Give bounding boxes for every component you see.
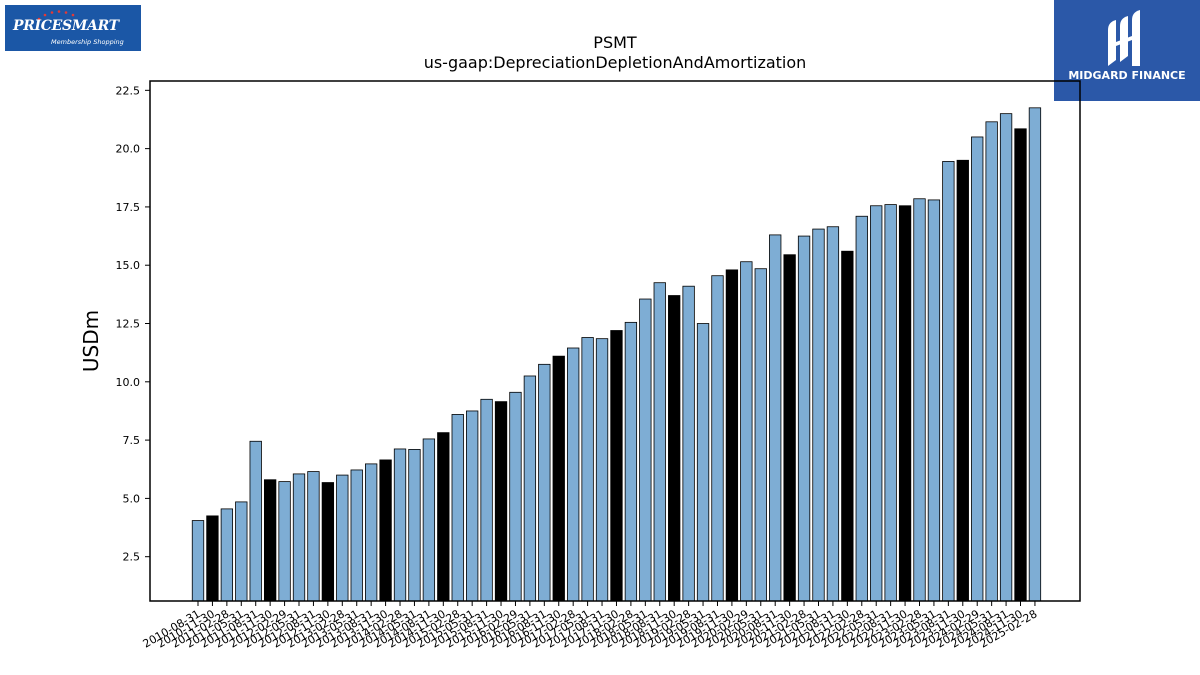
y-tick-label: 10.0 — [116, 376, 141, 389]
bar — [336, 474, 349, 602]
bar — [365, 463, 378, 602]
bar — [841, 250, 854, 602]
bar — [754, 268, 767, 602]
bar — [1028, 107, 1042, 602]
bar — [350, 469, 363, 602]
midgard-mark-icon — [1108, 10, 1140, 66]
bar — [711, 275, 724, 602]
bar — [567, 347, 580, 602]
bar — [797, 235, 811, 602]
bar — [307, 471, 320, 602]
bar — [263, 479, 277, 602]
y-tick-label: 5.0 — [123, 492, 141, 505]
bar — [913, 198, 926, 602]
bar — [437, 432, 450, 602]
bar — [682, 285, 695, 602]
chart-title: PSMT — [593, 33, 637, 52]
bar — [725, 269, 739, 602]
bar — [696, 323, 710, 602]
logo-tagline: Membership Shopping — [51, 38, 124, 46]
bar — [538, 363, 551, 602]
bar — [220, 508, 234, 602]
bar — [942, 161, 955, 602]
midgard-finance-logo: MIDGARD FINANCE — [1054, 0, 1200, 101]
bar — [581, 337, 594, 602]
bar — [393, 448, 407, 602]
bar — [870, 205, 883, 602]
y-tick-label: 15.0 — [116, 259, 141, 272]
bar — [999, 113, 1013, 602]
bar — [610, 330, 623, 602]
bar — [826, 226, 840, 602]
bar — [466, 410, 479, 602]
bar — [191, 520, 205, 602]
bar — [769, 234, 782, 602]
bar — [494, 401, 508, 602]
y-tick-label: 20.0 — [116, 143, 141, 156]
bar — [523, 375, 537, 602]
y-tick-label: 12.5 — [116, 318, 141, 331]
plot-frame — [149, 80, 1081, 602]
bar — [740, 261, 753, 602]
bar — [552, 355, 565, 602]
publisher-name: MIDGARD FINANCE — [1068, 69, 1186, 82]
bar — [639, 298, 652, 602]
bar — [971, 136, 984, 602]
y-tick-label: 7.5 — [123, 434, 141, 447]
bar — [927, 199, 941, 602]
bar — [235, 501, 248, 602]
bar — [249, 440, 262, 602]
y-axis: 2.5 5.0 7.5 10.0 12.5 15.0 17.5 20.0 22.5 — [116, 84, 150, 564]
bar — [278, 481, 291, 602]
bar — [956, 159, 969, 602]
pricesmart-logo: PRICESMART Membership Shopping — [5, 5, 141, 51]
bar — [855, 215, 868, 602]
logo-arc-icon — [37, 10, 75, 21]
bar — [653, 282, 666, 602]
bar — [812, 228, 825, 602]
y-tick-label: 17.5 — [116, 201, 141, 214]
bar — [624, 321, 638, 602]
bar — [292, 473, 306, 602]
y-tick-label: 22.5 — [116, 84, 141, 97]
y-axis-label: USDm — [79, 310, 103, 372]
bar — [206, 515, 219, 602]
chart-subtitle: us-gaap:DepreciationDepletionAndAmortiza… — [423, 53, 807, 72]
y-tick-label: 2.5 — [123, 551, 141, 564]
bar — [985, 121, 998, 602]
bar-series — [191, 107, 1042, 602]
bar — [321, 482, 335, 602]
bar — [898, 205, 912, 602]
x-axis: 2010-08-312010-11-302011-02-282011-05-31… — [141, 601, 1039, 651]
bar — [668, 295, 681, 602]
bar — [451, 414, 464, 602]
bar — [422, 438, 436, 602]
bar — [884, 204, 897, 602]
bar — [1014, 128, 1027, 602]
bar — [509, 391, 522, 602]
bar — [480, 398, 493, 602]
bar — [379, 459, 392, 602]
bar — [783, 254, 796, 602]
logo-brand-text: PRICESMART — [13, 18, 119, 34]
bar — [408, 449, 421, 602]
bar — [595, 338, 609, 602]
